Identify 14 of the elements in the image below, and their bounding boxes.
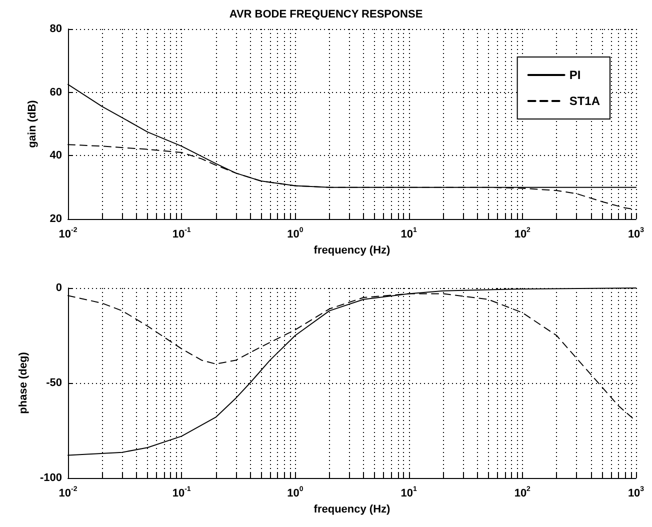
legend-label: ST1A — [569, 94, 600, 108]
y-tick-label: 40 — [50, 150, 62, 162]
y-axis-title: phase (deg) — [18, 352, 30, 414]
y-tick-label: -50 — [46, 377, 62, 389]
y-tick-label: 80 — [50, 23, 62, 35]
x-axis-title: frequency (Hz) — [314, 503, 391, 516]
chart-title: AVR BODE FREQUENCY RESPONSE — [229, 8, 423, 20]
y-tick-label: 20 — [50, 213, 62, 225]
y-tick-label: -100 — [40, 472, 62, 484]
x-axis-title: frequency (Hz) — [314, 244, 391, 256]
y-tick-label: 60 — [50, 86, 62, 98]
y-axis-title: gain (dB) — [26, 100, 38, 148]
y-tick-label: 0 — [56, 282, 62, 294]
legend-label: PI — [569, 68, 581, 82]
